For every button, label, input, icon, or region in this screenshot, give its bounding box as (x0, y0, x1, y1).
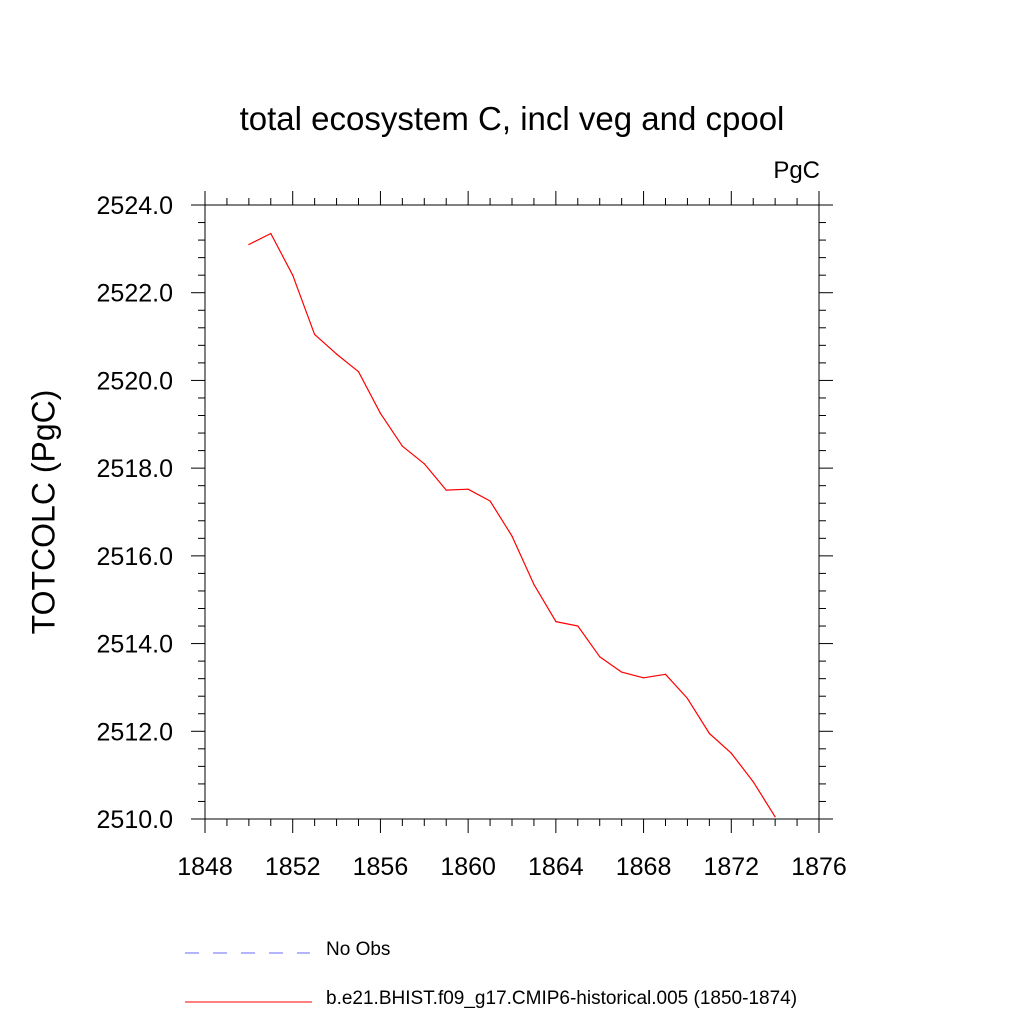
data-point (335, 353, 338, 355)
data-point (489, 500, 491, 502)
legend-swatch-dashed (185, 952, 310, 954)
data-point (664, 673, 667, 675)
data-point (511, 535, 513, 537)
y-tick-label: 2522.0 (97, 280, 173, 308)
data-point (774, 816, 776, 818)
legend-item-no-obs: No Obs (185, 939, 885, 979)
y-tick-label: 2518.0 (97, 455, 173, 483)
data-point (686, 697, 689, 699)
y-tick-label: 2516.0 (97, 543, 173, 571)
y-tick-label: 2514.0 (97, 631, 173, 659)
data-point (292, 274, 294, 276)
y-tick-label: 2524.0 (97, 192, 173, 220)
legend-label-no-obs: No Obs (326, 939, 391, 960)
y-tick-label: 2512.0 (97, 718, 173, 746)
x-tick-label: 1864 (528, 853, 584, 881)
data-point (314, 333, 316, 335)
plot-frame (204, 204, 820, 820)
chart-title: total ecosystem C, incl veg and cpool (239, 100, 785, 137)
data-point (248, 243, 250, 246)
x-tick-label: 1872 (703, 853, 759, 881)
data-point (577, 625, 579, 627)
data-point (270, 232, 272, 235)
x-tick-label: 1856 (353, 853, 409, 881)
data-point (621, 671, 623, 673)
data-point (642, 677, 645, 679)
y-tick-label: 2510.0 (97, 806, 173, 834)
data-point (730, 752, 732, 754)
units-label: PgC (773, 157, 820, 184)
data-point (708, 732, 710, 735)
data-point (533, 583, 535, 585)
data-point (467, 488, 469, 490)
data-point (401, 445, 403, 447)
data-point (423, 463, 425, 465)
data-point (599, 656, 601, 658)
legend-item-historical: b.e21.BHIST.f09_g17.CMIP6-historical.005… (185, 988, 885, 1028)
x-tick-label: 1860 (440, 853, 496, 881)
data-point (752, 781, 754, 783)
x-tick-label: 1848 (177, 853, 233, 881)
y-tick-label: 2520.0 (97, 367, 173, 395)
legend-swatch-solid (185, 1001, 312, 1003)
data-point (445, 489, 447, 491)
data-point (357, 371, 360, 373)
data-point (555, 621, 557, 623)
x-tick-label: 1868 (616, 853, 672, 881)
legend-label-historical: b.e21.BHIST.f09_g17.CMIP6-historical.005… (326, 988, 798, 1009)
x-tick-label: 1876 (791, 853, 847, 881)
x-tick-label: 1852 (265, 853, 321, 881)
data-point (379, 412, 382, 414)
series-line-historical (248, 232, 776, 818)
